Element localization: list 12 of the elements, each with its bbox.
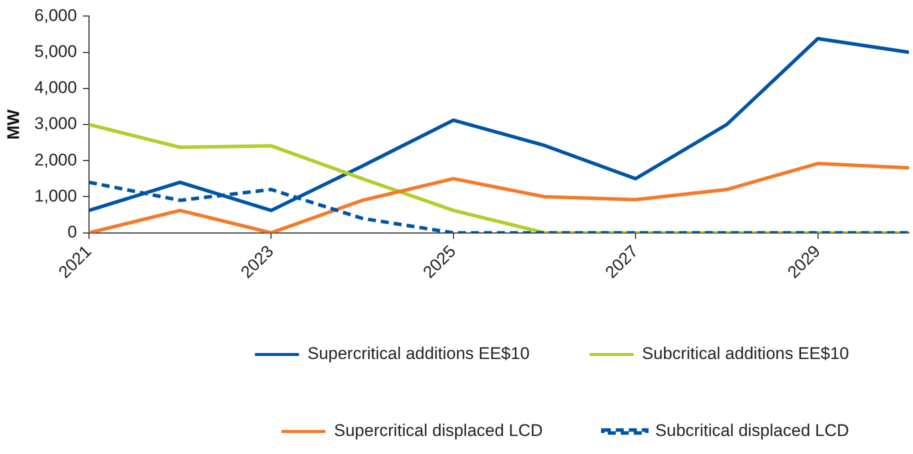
y-tick-label: 4,000 [34,78,77,98]
y-tick-label: 1,000 [34,186,77,206]
legend-label: Subcritical additions EE$10 [642,344,850,364]
y-axis-title: MW [4,108,23,140]
y-tick-label: 3,000 [34,114,77,134]
y-tick-label: 6,000 [34,6,77,25]
y-tick-label: 2,000 [34,150,77,170]
legend-label: Subcritical displaced LCD [655,421,850,440]
y-tick-label: 5,000 [34,42,77,61]
y-tick-label: 0 [67,222,77,242]
legend-label: Supercritical additions EE$10 [307,344,530,364]
legend-label: Supercritical displaced LCD [334,421,543,440]
